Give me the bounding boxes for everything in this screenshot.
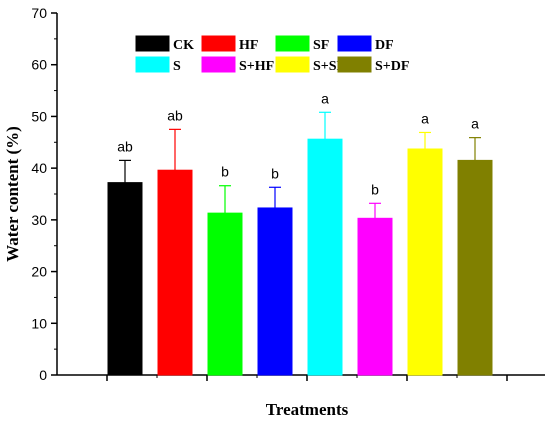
bar-s-sf	[407, 148, 443, 376]
significance-label: a	[471, 116, 479, 132]
legend-label: S+HF	[239, 59, 274, 74]
significance-label: ab	[167, 107, 183, 123]
legend-swatch	[275, 56, 310, 73]
bar-s-hf	[357, 217, 393, 376]
legend-label: CK	[173, 38, 194, 53]
y-tick-label: 60	[31, 57, 47, 73]
significance-label: b	[371, 181, 379, 197]
bar-sf	[207, 212, 243, 376]
significance-label: ab	[117, 138, 133, 154]
legend-swatch	[337, 35, 372, 52]
legend-swatch	[135, 35, 170, 52]
y-tick-label: 70	[31, 5, 47, 21]
legend-label: S+DF	[375, 59, 409, 74]
bar-ck	[107, 182, 143, 376]
significance-label: a	[421, 110, 429, 126]
significance-label: a	[321, 90, 329, 106]
significance-label: b	[221, 164, 229, 180]
legend-swatch	[201, 35, 236, 52]
legend-label: S	[173, 59, 181, 74]
y-tick-label: 40	[31, 160, 47, 176]
legend-swatch	[135, 56, 170, 73]
bar-hf	[157, 169, 193, 376]
y-tick-label: 20	[31, 264, 47, 280]
y-tick-label: 10	[31, 315, 47, 331]
bar-s	[307, 138, 343, 376]
x-axis-title: Treatments	[266, 400, 349, 419]
bar-s-df	[457, 159, 493, 376]
legend-swatch	[201, 56, 236, 73]
legend-label: HF	[239, 38, 258, 53]
bar-df	[257, 207, 293, 376]
significance-label: b	[271, 165, 279, 181]
legend-label: SF	[313, 38, 329, 53]
y-axis-title: Water content (%)	[3, 126, 22, 262]
legend-label: S+SF	[313, 59, 345, 74]
legend-swatch	[337, 56, 372, 73]
legend-label: DF	[375, 38, 394, 53]
legend: CK HF SF DF S S+HF S+SF S+DF	[135, 35, 409, 74]
y-tick-label: 50	[31, 108, 47, 124]
legend-swatch	[275, 35, 310, 52]
y-tick-label: 30	[31, 212, 47, 228]
y-tick-label: 0	[39, 367, 47, 383]
